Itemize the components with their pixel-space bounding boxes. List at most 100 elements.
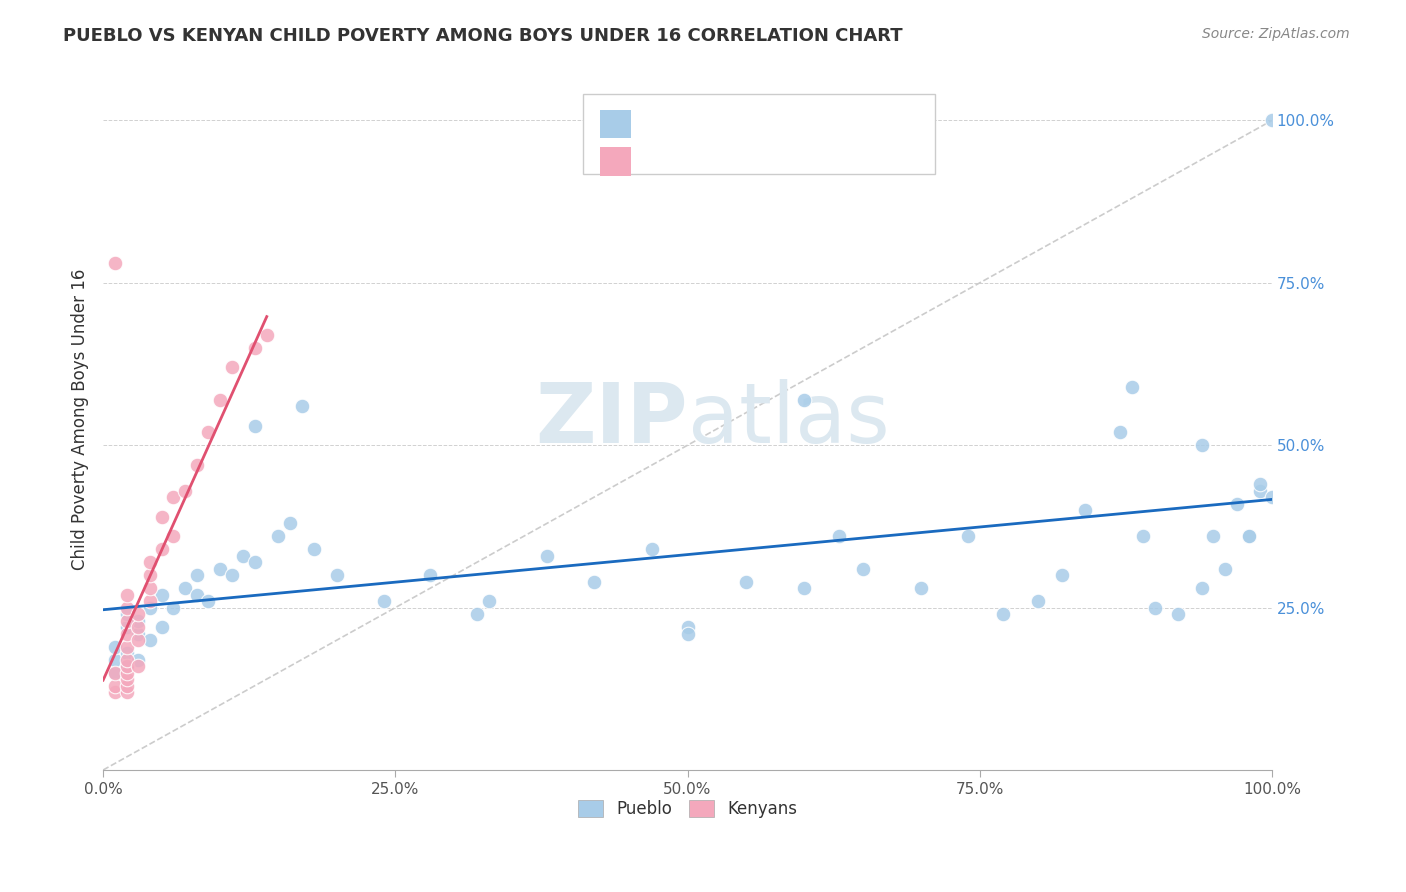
Point (127, 620, 149, 634)
Point (139, 555, 162, 569)
Point (1143, 600, 1166, 615)
Point (302, 542, 325, 557)
Point (735, 574, 758, 589)
Point (139, 568, 162, 582)
Point (115, 614, 138, 628)
Point (139, 600, 162, 615)
Point (419, 568, 441, 582)
Point (186, 588, 208, 602)
Point (956, 529, 979, 543)
Point (1213, 561, 1236, 575)
Point (676, 620, 699, 634)
Point (115, 679, 138, 693)
Point (127, 652, 149, 666)
Point (208, 392, 231, 407)
Point (186, 458, 208, 472)
Point (1167, 607, 1189, 621)
Point (127, 614, 149, 628)
Point (221, 568, 243, 582)
Point (104, 640, 127, 654)
Point (115, 659, 138, 673)
Point (278, 516, 301, 531)
Point (582, 574, 605, 589)
Point (139, 581, 162, 595)
Legend: Pueblo, Kenyans: Pueblo, Kenyans (571, 793, 804, 825)
Point (115, 588, 138, 602)
Point (232, 549, 254, 563)
Point (1191, 438, 1213, 452)
Text: atlas: atlas (688, 379, 889, 459)
Point (115, 672, 138, 686)
Text: R =  0.013: R = 0.013 (643, 115, 738, 133)
Point (174, 483, 197, 498)
Point (1132, 529, 1154, 543)
Point (373, 594, 395, 608)
Text: R =  0.503: R = 0.503 (643, 153, 738, 170)
Point (186, 568, 208, 582)
Point (104, 256, 127, 270)
Point (139, 594, 162, 608)
Point (1191, 581, 1213, 595)
Point (1109, 425, 1132, 440)
Point (1237, 529, 1260, 543)
Point (127, 607, 149, 621)
Point (1050, 568, 1073, 582)
Point (115, 685, 138, 699)
Point (115, 659, 138, 673)
Point (676, 626, 699, 640)
Point (910, 581, 932, 595)
Point (221, 360, 243, 375)
Point (115, 607, 138, 621)
Point (197, 425, 219, 440)
Point (162, 600, 184, 615)
Point (641, 542, 664, 557)
Point (1249, 483, 1271, 498)
Point (115, 652, 138, 666)
Point (104, 685, 127, 699)
Y-axis label: Child Poverty Among Boys Under 16: Child Poverty Among Boys Under 16 (72, 268, 89, 570)
Point (139, 633, 162, 648)
Point (793, 392, 815, 407)
Point (243, 418, 266, 433)
Point (852, 561, 875, 575)
Point (115, 600, 138, 615)
Point (115, 646, 138, 660)
Point (150, 620, 173, 634)
Point (174, 581, 197, 595)
Text: N = 65: N = 65 (765, 115, 828, 133)
Point (1202, 529, 1225, 543)
Point (1249, 477, 1271, 491)
Point (104, 665, 127, 680)
Point (536, 549, 558, 563)
Point (267, 529, 290, 543)
Point (115, 626, 138, 640)
Point (162, 490, 184, 504)
Point (326, 568, 349, 582)
Point (150, 542, 173, 557)
Point (127, 633, 149, 648)
Point (127, 626, 149, 640)
Point (256, 327, 278, 342)
Point (478, 594, 501, 608)
Point (243, 341, 266, 355)
Point (104, 652, 127, 666)
Point (104, 679, 127, 693)
Point (115, 620, 138, 634)
Point (1261, 490, 1284, 504)
Point (208, 561, 231, 575)
Text: ZIP: ZIP (536, 379, 688, 459)
Point (1226, 497, 1249, 511)
Text: Source: ZipAtlas.com: Source: ZipAtlas.com (1202, 27, 1350, 41)
Point (115, 665, 138, 680)
Point (465, 607, 488, 621)
Point (1121, 380, 1143, 394)
Point (1261, 113, 1284, 128)
Point (991, 607, 1014, 621)
Point (162, 529, 184, 543)
Point (243, 555, 266, 569)
Text: N = 34: N = 34 (765, 153, 828, 170)
Point (291, 399, 314, 413)
Point (793, 581, 815, 595)
Point (127, 659, 149, 673)
Point (1237, 529, 1260, 543)
